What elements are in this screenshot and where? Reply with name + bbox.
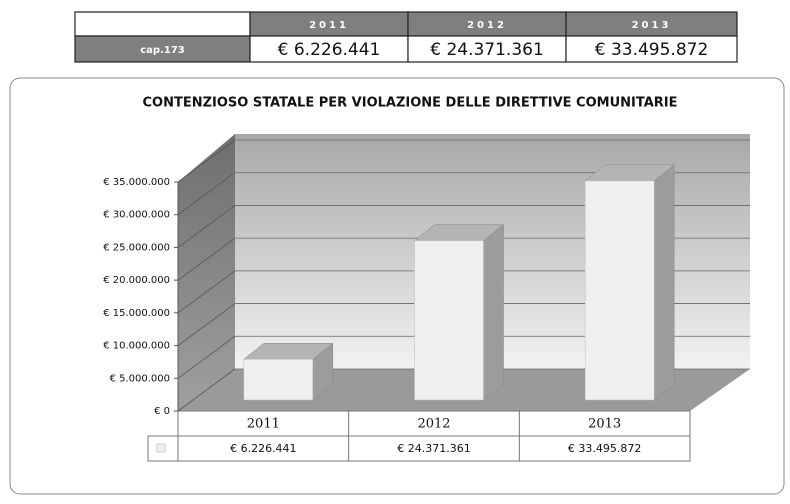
table-cell (565, 35, 738, 63)
y-tick-label: € 15.000.000 (103, 308, 170, 319)
y-tick-label: € 10.000.000 (103, 341, 170, 352)
bar (243, 359, 314, 401)
x-tick-label: 2013 (588, 417, 621, 432)
table-cell (74, 11, 251, 37)
table-value: € 24.371.361 (430, 40, 544, 60)
x-tick-label: 2011 (247, 417, 280, 432)
grid-line (177, 237, 236, 281)
side-wall (178, 134, 235, 411)
table-value: € 6.226.441 (278, 40, 381, 60)
grid-line (177, 368, 236, 412)
table-cell (407, 35, 567, 63)
bar (414, 240, 484, 401)
chart-title: CONTENZIOSO STATALE PER VIOLAZIONE DELLE… (142, 96, 677, 111)
legend-key (156, 443, 166, 453)
value-label: € 33.495.872 (568, 442, 641, 455)
data-table (147, 435, 691, 462)
table-cell (249, 35, 409, 63)
table-value: € 33.495.872 (595, 40, 709, 60)
grid-line (177, 303, 236, 346)
table-cell (74, 35, 251, 63)
table-cell (407, 11, 567, 37)
column-header: 2012 (467, 20, 507, 31)
table-cell (249, 11, 409, 37)
y-tick-label: € 35.000.000 (103, 177, 170, 188)
y-tick-label: € 0 (154, 406, 170, 417)
value-label: € 6.226.441 (230, 442, 296, 455)
y-tick-label: € 5.000.000 (110, 373, 170, 384)
grid-line (177, 205, 236, 248)
data-table (177, 410, 691, 437)
bar-side (483, 224, 504, 401)
column-header: 2011 (309, 20, 349, 31)
grid-line (177, 139, 236, 183)
grid-line (177, 172, 236, 216)
bar-side (653, 164, 675, 401)
table-cell (565, 11, 738, 37)
column-header: 2013 (632, 20, 672, 31)
y-tick-label: € 30.000.000 (103, 210, 170, 221)
grid-line (177, 270, 236, 314)
y-tick-label: € 25.000.000 (103, 242, 170, 253)
y-tick-label: € 20.000.000 (103, 275, 170, 286)
grid-line (177, 335, 236, 379)
bar (584, 180, 655, 401)
x-tick-label: 2012 (417, 417, 450, 432)
row-header: cap.173 (140, 45, 185, 56)
value-label: € 24.371.361 (397, 442, 470, 455)
